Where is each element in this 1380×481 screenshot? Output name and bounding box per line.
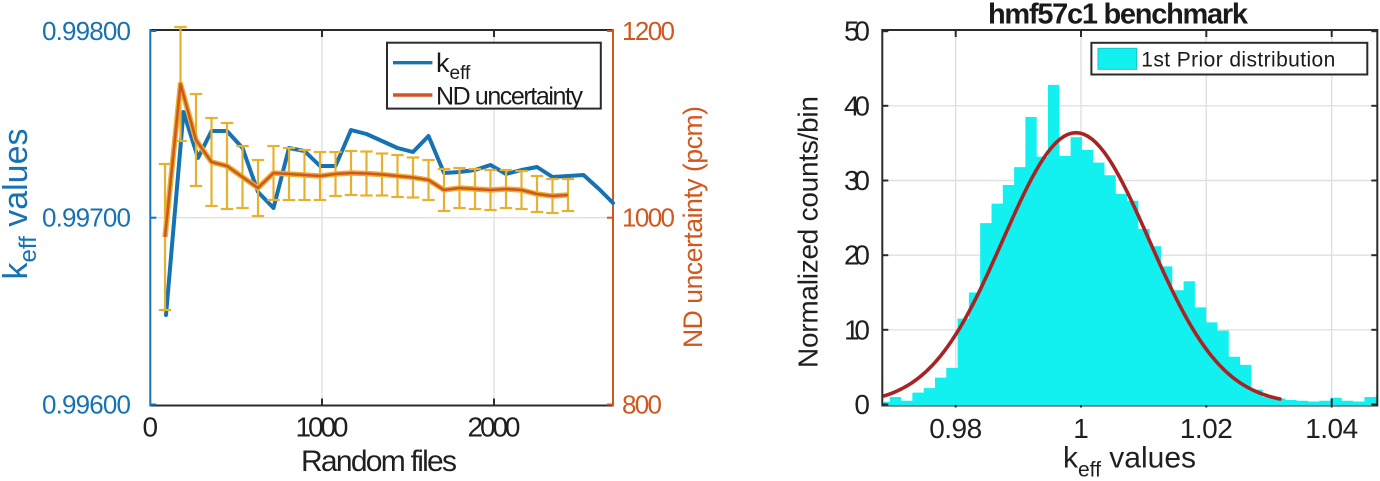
svg-text:1.02: 1.02 bbox=[1180, 413, 1233, 444]
svg-text:1: 1 bbox=[1073, 413, 1089, 444]
svg-text:hmf57c1 benchmark: hmf57c1 benchmark bbox=[988, 0, 1249, 31]
svg-text:1.04: 1.04 bbox=[1305, 413, 1358, 444]
svg-text:1200: 1200 bbox=[622, 16, 675, 46]
svg-text:30: 30 bbox=[844, 165, 870, 196]
svg-text:1000: 1000 bbox=[296, 412, 349, 443]
svg-text:2000: 2000 bbox=[468, 412, 521, 443]
svg-text:50: 50 bbox=[844, 16, 870, 47]
svg-text:ND uncertainty: ND uncertainty bbox=[436, 83, 584, 111]
svg-text:800: 800 bbox=[622, 390, 662, 420]
svg-text:20: 20 bbox=[844, 240, 870, 271]
svg-text:Normalized counts/bin: Normalized counts/bin bbox=[793, 96, 824, 368]
svg-text:10: 10 bbox=[844, 314, 870, 345]
svg-text:1st Prior distribution: 1st Prior distribution bbox=[1141, 49, 1335, 72]
svg-text:0: 0 bbox=[854, 389, 870, 420]
svg-text:0.99600: 0.99600 bbox=[42, 390, 131, 420]
svg-text:ND uncertainty (pcm): ND uncertainty (pcm) bbox=[678, 106, 708, 348]
svg-text:1000: 1000 bbox=[622, 203, 675, 233]
svg-text:0.99700: 0.99700 bbox=[42, 203, 131, 233]
svg-text:0: 0 bbox=[143, 412, 159, 443]
svg-text:0.99800: 0.99800 bbox=[42, 16, 131, 46]
svg-text:40: 40 bbox=[844, 90, 870, 121]
svg-text:Random files: Random files bbox=[301, 445, 457, 478]
svg-text:0.98: 0.98 bbox=[929, 413, 982, 444]
